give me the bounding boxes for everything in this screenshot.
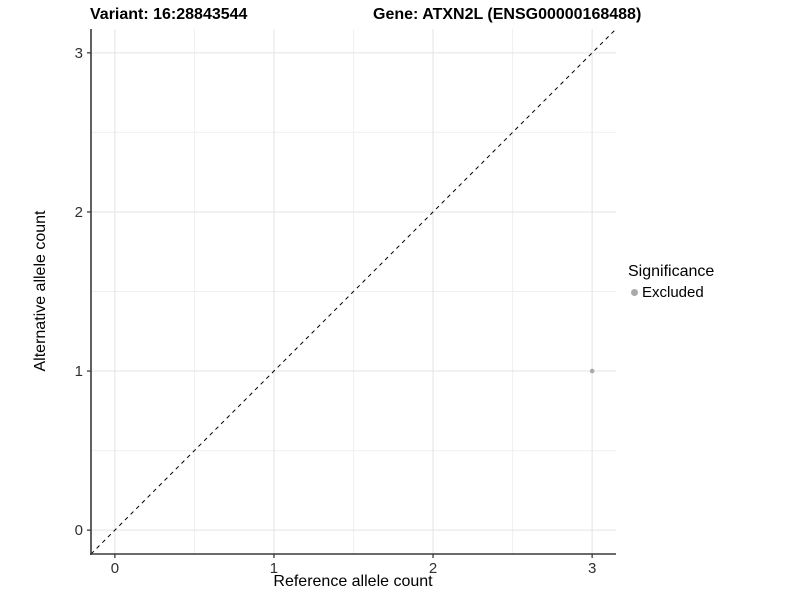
legend: Significance Excluded [628,263,714,301]
excluded-point-icon [631,289,638,296]
y-tick-label: 2 [75,204,83,221]
legend-item-excluded: Excluded [628,284,714,301]
y-tick-label: 0 [75,522,83,539]
identity-dashed-line [90,28,617,555]
x-tick-label: 0 [111,560,119,577]
x-tick-label: 1 [270,560,278,577]
legend-item-label: Excluded [642,284,704,301]
data-point [589,368,595,374]
y-tick-label: 1 [75,363,83,380]
x-tick-label: 3 [588,560,596,577]
legend-title: Significance [628,263,715,280]
y-tick-label: 3 [75,45,83,62]
y-axis-title: Alternative allele count [32,210,49,372]
x-axis-title: Reference allele count [273,573,433,590]
x-tick-label: 2 [429,560,437,577]
variant-title: Variant: 16:28843544 [90,6,248,23]
gene-title: Gene: ATXN2L (ENSG00000168488) [373,6,642,23]
